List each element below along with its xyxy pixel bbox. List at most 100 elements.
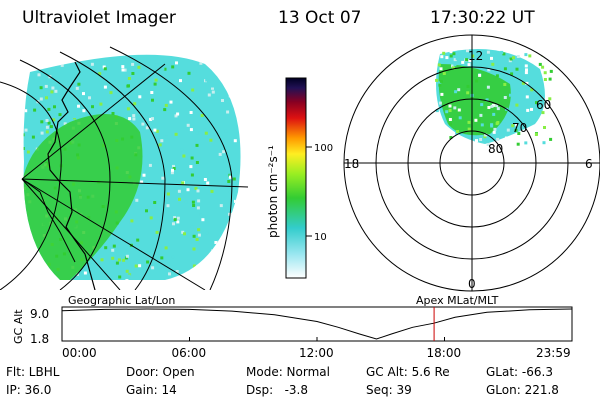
image-pixel: [187, 71, 191, 75]
image-pixel: [466, 49, 469, 53]
image-pixel: [178, 197, 181, 201]
image-pixel: [23, 238, 27, 241]
image-pixel: [502, 122, 506, 126]
image-pixel: [158, 143, 162, 147]
image-pixel: [170, 171, 174, 175]
image-pixel: [210, 189, 214, 193]
clock-label-12: 12: [468, 49, 483, 63]
image-pixel: [23, 133, 25, 137]
image-pixel: [28, 55, 32, 59]
image-pixel: [522, 76, 526, 80]
longitude-line: [21, 178, 206, 290]
image-pixel: [483, 135, 487, 139]
image-pixel: [124, 256, 128, 260]
image-pixel: [190, 156, 194, 160]
image-pixel: [173, 216, 177, 220]
image-pixel: [100, 258, 104, 262]
polar-green-region: [438, 64, 511, 136]
image-pixel: [174, 277, 178, 281]
image-pixel: [109, 49, 112, 52]
image-pixel: [62, 60, 66, 64]
image-pixel: [449, 54, 453, 58]
image-pixel: [164, 103, 168, 107]
x-tick-label: 23:59: [536, 346, 571, 360]
image-pixel: [40, 131, 44, 135]
image-pixel: [58, 48, 61, 51]
image-pixel: [195, 143, 199, 147]
image-pixel: [231, 87, 235, 91]
image-pixel: [138, 95, 142, 99]
image-pixel: [165, 135, 168, 139]
image-pixel: [173, 218, 177, 222]
image-pixel: [100, 94, 104, 97]
image-pixel: [75, 86, 79, 90]
image-pixel: [77, 104, 80, 108]
image-pixel: [244, 67, 247, 70]
clock-label-18: 18: [344, 157, 359, 171]
clock-label-0: 0: [468, 277, 476, 291]
image-pixel: [90, 62, 94, 66]
image-pixel: [54, 89, 58, 93]
image-pixel: [246, 111, 249, 114]
image-pixel: [495, 122, 499, 126]
image-pixel: [515, 123, 519, 127]
image-pixel: [442, 72, 446, 75]
colorbar-tick-label: 100: [314, 143, 333, 154]
image-pixel: [137, 65, 141, 69]
image-pixel: [130, 219, 134, 223]
image-pixel: [33, 108, 37, 112]
image-pixel: [127, 84, 130, 88]
image-pixel: [111, 112, 115, 115]
colorbar-gradient: [285, 77, 307, 279]
image-pixel: [76, 76, 80, 80]
image-pixel: [442, 51, 446, 55]
image-pixel: [122, 258, 126, 262]
image-pixel: [194, 63, 198, 66]
image-pixel: [44, 84, 48, 88]
image-pixel: [199, 61, 203, 65]
image-pixel: [172, 167, 176, 170]
image-pixel: [196, 165, 200, 169]
image-pixel: [204, 131, 208, 135]
image-pixel: [205, 231, 209, 235]
image-pixel: [435, 109, 439, 113]
image-pixel: [502, 52, 506, 56]
image-pixel: [243, 252, 246, 255]
image-pixel: [161, 67, 165, 71]
image-pixel: [449, 136, 453, 139]
image-pixel: [516, 55, 520, 58]
image-pixel: [50, 90, 54, 94]
image-pixel: [200, 114, 204, 117]
image-pixel: [91, 105, 94, 109]
image-pixel: [163, 108, 167, 112]
image-pixel: [141, 122, 145, 126]
image-pixel: [127, 274, 131, 278]
image-pixel: [524, 53, 528, 57]
image-pixel: [104, 246, 108, 250]
image-pixel: [205, 78, 209, 82]
image-pixel: [182, 154, 186, 158]
image-pixel: [487, 68, 491, 72]
image-pixel: [23, 235, 27, 239]
image-pixel: [121, 68, 125, 72]
image-pixel: [515, 67, 519, 71]
image-pixel: [541, 111, 545, 115]
image-pixel: [45, 119, 49, 122]
image-pixel: [112, 244, 116, 248]
image-pixel: [176, 216, 180, 220]
image-pixel: [186, 123, 190, 127]
image-pixel: [88, 96, 91, 100]
image-pixel: [140, 180, 144, 184]
image-pixel: [123, 68, 127, 72]
image-pixel: [131, 72, 135, 75]
image-pixel: [243, 85, 246, 88]
image-pixel: [217, 240, 221, 244]
image-pixel: [438, 101, 442, 105]
image-pixel: [136, 238, 140, 242]
seq-status: Seq: 39: [366, 383, 412, 397]
image-pixel: [125, 279, 129, 281]
gain-status: Gain: 14: [126, 383, 177, 397]
image-pixel: [38, 269, 42, 273]
image-pixel: [181, 181, 185, 185]
image-pixel: [234, 199, 237, 203]
